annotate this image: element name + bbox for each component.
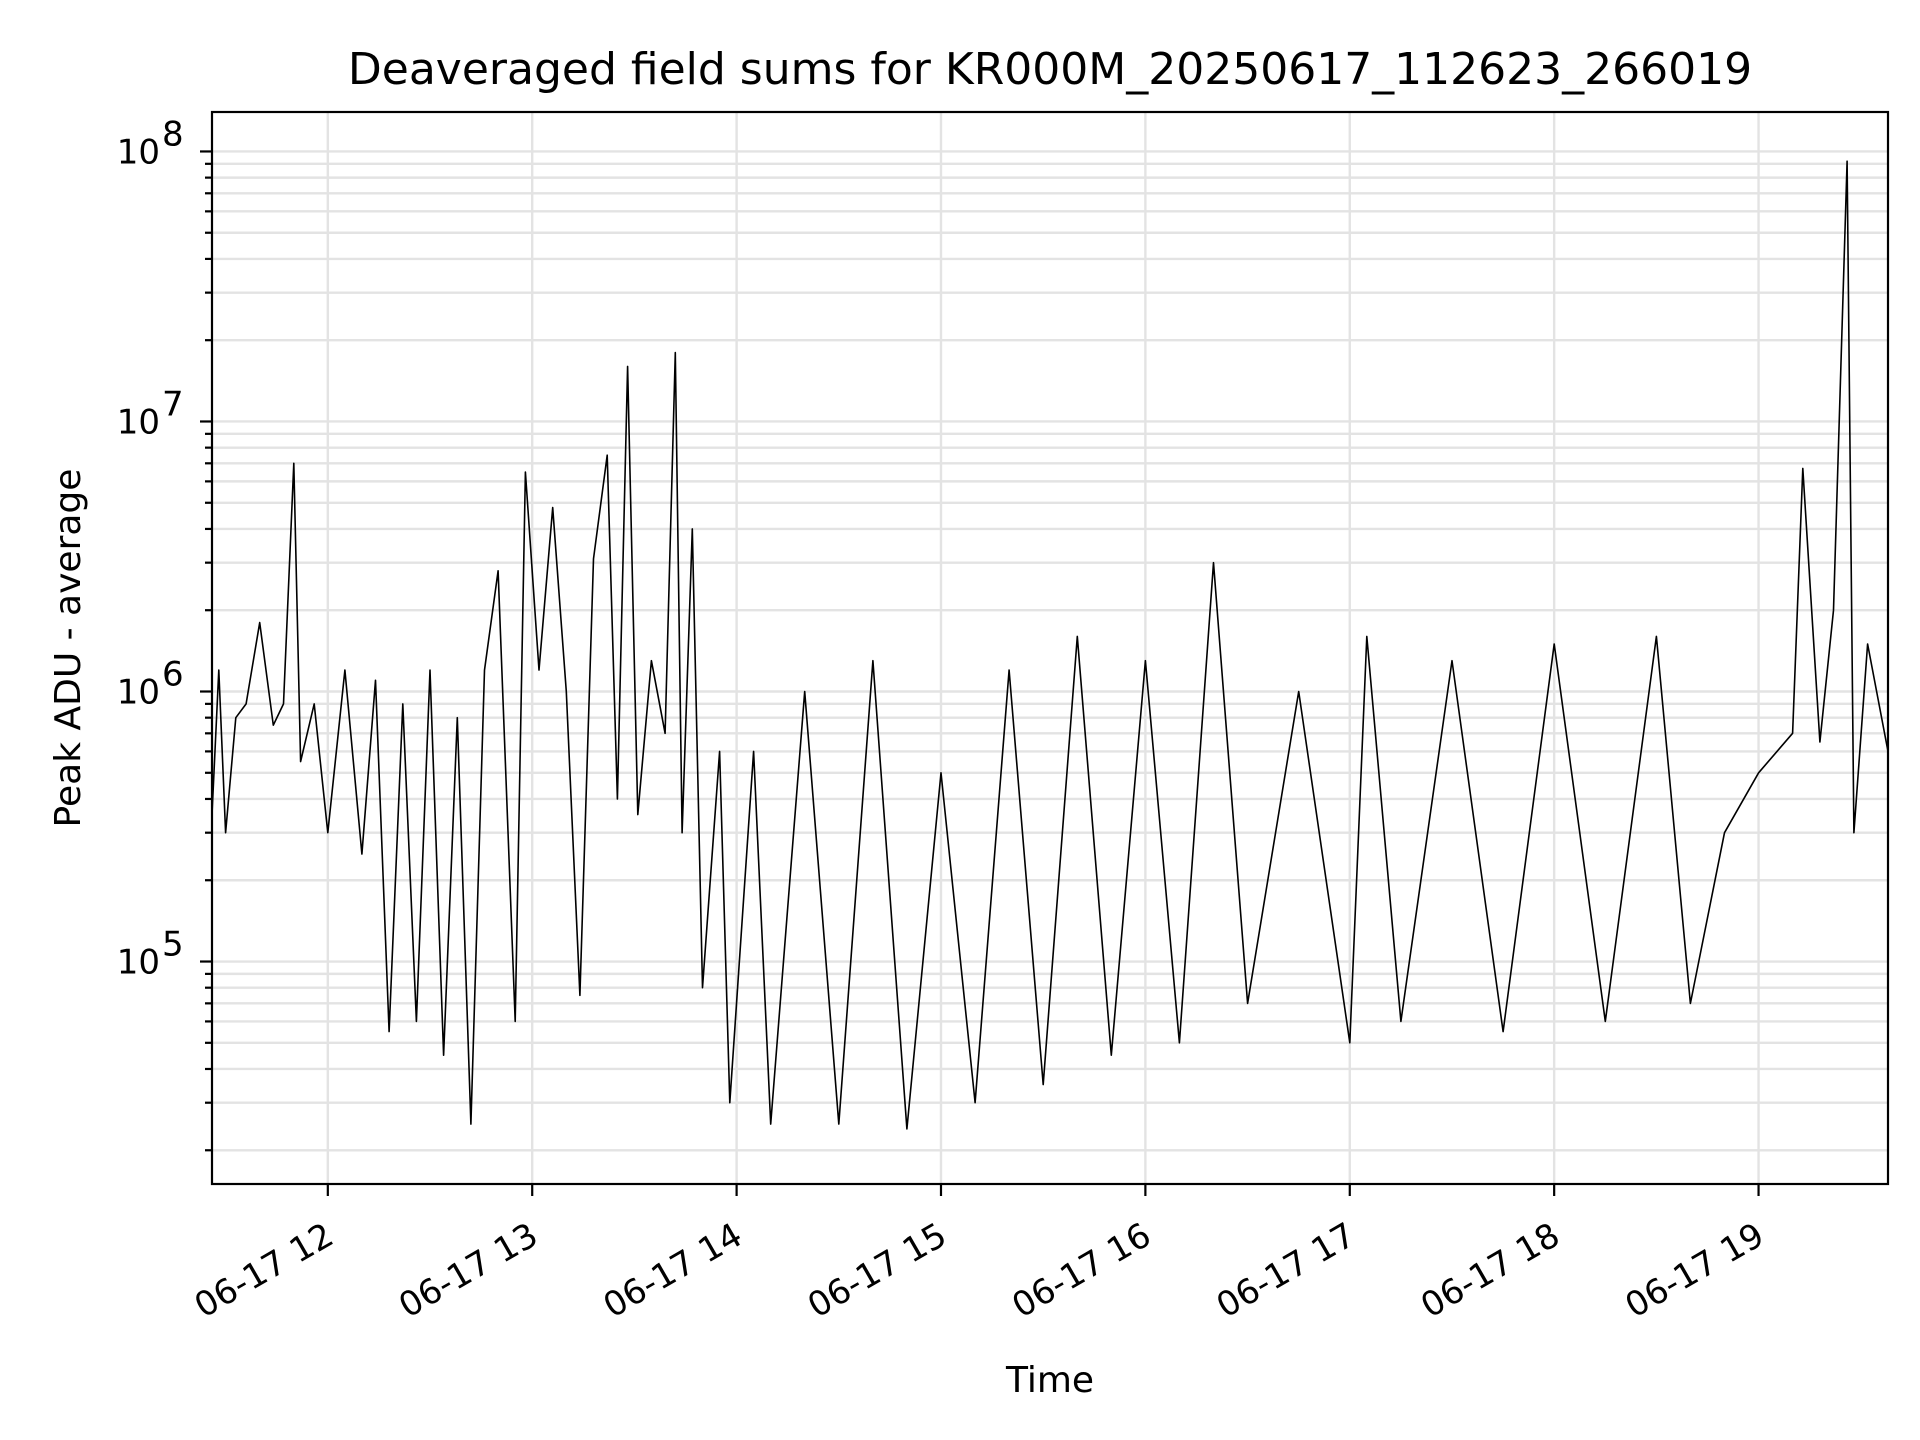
x-tick-label: 06-17 19 (1619, 1215, 1771, 1326)
chart-title: Deaveraged field sums for KR000M_2025061… (348, 44, 1752, 95)
grid (212, 112, 1888, 1184)
x-tick-label: 06-17 18 (1414, 1215, 1566, 1326)
x-axis-title: Time (1005, 1360, 1094, 1401)
x-tick-label: 06-17 14 (597, 1215, 749, 1326)
plot-frame (210, 110, 1890, 1186)
x-tick-label: 06-17 13 (392, 1215, 544, 1326)
x-tick-label: 06-17 12 (188, 1215, 340, 1326)
series-line-0 (211, 160, 1889, 1130)
y-tick-label: 10 (117, 673, 160, 713)
x-axis: 06-17 12 06-17 13 06-17 14 06-17 15 06-17 16… (188, 1184, 1771, 1326)
y-tick-exponent: 7 (162, 384, 184, 424)
y-tick-exponent: 8 (162, 114, 184, 154)
y-tick-label: 10 (117, 943, 160, 983)
x-tick-label: 06-17 15 (801, 1215, 953, 1326)
y-tick-label: 10 (117, 132, 160, 172)
y-tick-exponent: 5 (162, 925, 184, 965)
y-axis-title: Peak ADU - average (48, 469, 89, 828)
series-layer (211, 160, 1889, 1130)
y-tick-exponent: 6 (162, 655, 184, 695)
x-tick-label: 06-17 16 (1005, 1215, 1157, 1326)
x-tick-label: 06-17 17 (1210, 1215, 1362, 1326)
y-tick-label: 10 (117, 402, 160, 442)
